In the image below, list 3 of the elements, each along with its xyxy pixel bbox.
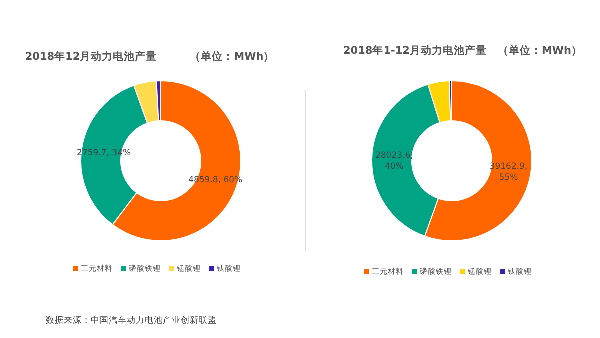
source-note: 数据来源：中国汽车动力电池产业创新联盟: [46, 315, 217, 326]
chart-title: 2018年12月动力电池产量 （单位：MWh）: [25, 50, 275, 63]
chart-title: 2018年1-12月动力电池产量 （单位：MWh）: [343, 44, 583, 57]
